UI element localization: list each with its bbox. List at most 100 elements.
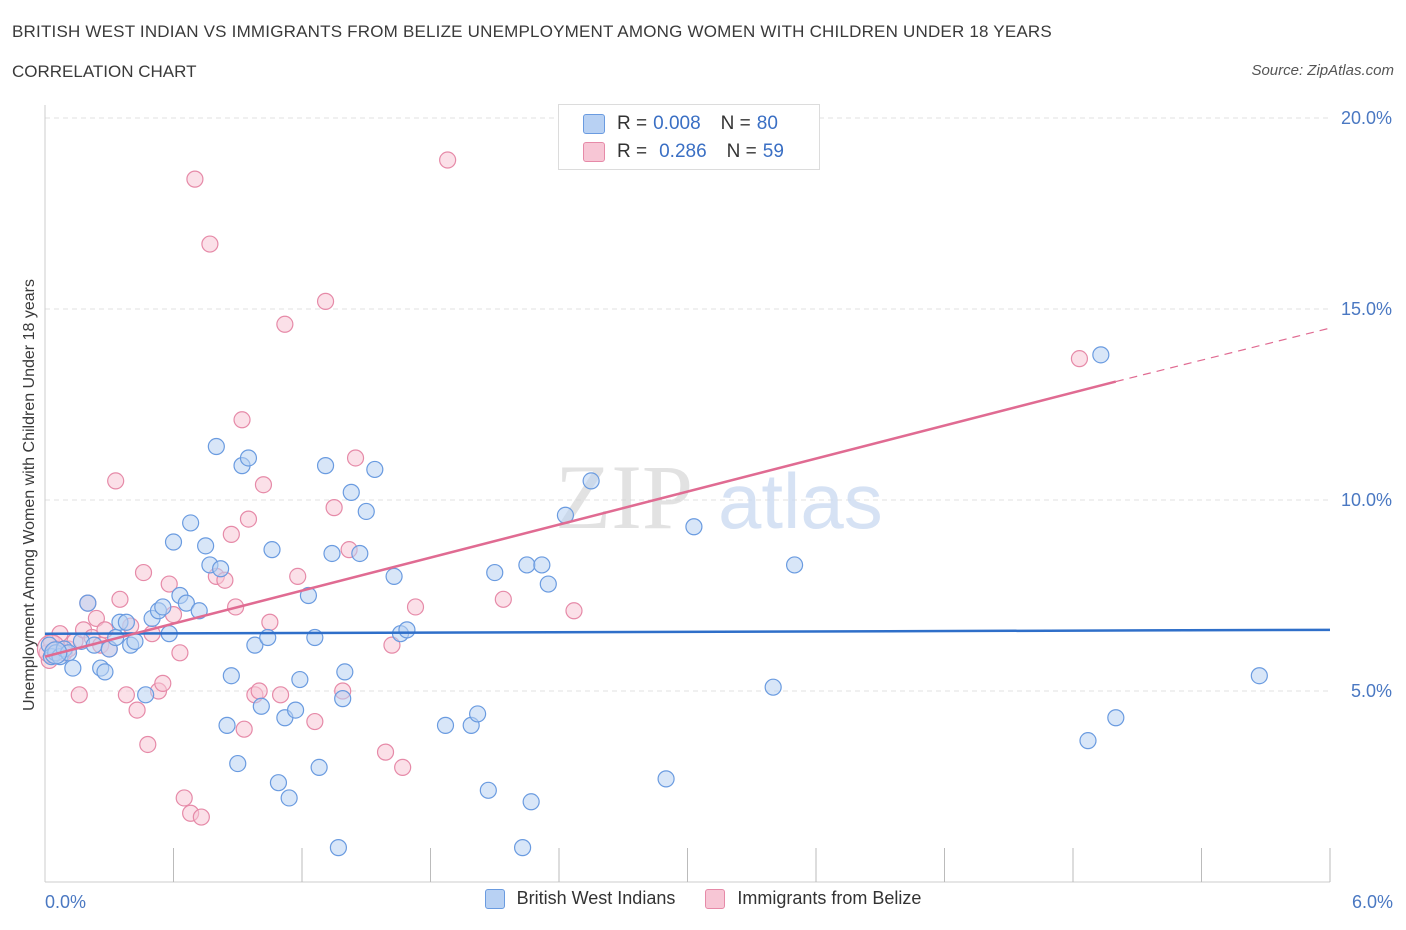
bwi-point bbox=[1250, 667, 1268, 685]
bwi-point bbox=[764, 678, 782, 696]
bwi-point bbox=[164, 533, 183, 551]
legend-n-value-bwi: 80 bbox=[756, 113, 778, 134]
legend-n-label: N = bbox=[720, 113, 751, 134]
belize-point bbox=[235, 720, 253, 738]
series-legend-swatch-belize bbox=[705, 888, 726, 909]
source-label: Source: ZipAtlas.com bbox=[1251, 62, 1394, 79]
belize-point bbox=[87, 609, 106, 628]
bwi-point bbox=[96, 663, 114, 681]
belize-point bbox=[325, 499, 343, 517]
belize-point bbox=[383, 636, 401, 654]
legend-n-value-belize: 59 bbox=[762, 141, 784, 162]
belize-point bbox=[192, 808, 210, 826]
bwi-point bbox=[197, 537, 215, 555]
bwi-point bbox=[246, 636, 264, 654]
bwi-point bbox=[280, 789, 298, 807]
bwi-point bbox=[252, 697, 270, 715]
belize-point bbox=[276, 315, 294, 333]
y-tick-label: 20.0% bbox=[1341, 108, 1392, 128]
bwi-point bbox=[239, 449, 258, 467]
bwi-point bbox=[154, 598, 172, 616]
belize-point bbox=[201, 235, 219, 253]
bwi-point bbox=[269, 774, 288, 792]
legend-swatch-belize bbox=[583, 142, 605, 162]
bwi-point bbox=[222, 667, 240, 685]
legend-r-value-belize: 0.286 bbox=[659, 141, 707, 162]
bwi-point bbox=[137, 686, 155, 704]
bwi-point bbox=[177, 594, 195, 612]
bwi-trend-line bbox=[44, 628, 1331, 635]
belize-point bbox=[306, 712, 324, 731]
series-legend: British West Indians Immigrants from Bel… bbox=[0, 888, 1406, 909]
bwi-point bbox=[329, 839, 348, 857]
bwi-point bbox=[479, 781, 497, 799]
trend-lines bbox=[44, 327, 1331, 658]
bwi-point bbox=[310, 758, 328, 777]
bwi-point bbox=[291, 670, 309, 689]
belize-point bbox=[171, 644, 189, 662]
belize-point bbox=[316, 292, 335, 310]
belize-point bbox=[1070, 350, 1089, 368]
tick-labels: 5.0% 10.0% 15.0% 20.0% 0.0% 6.0% bbox=[45, 108, 1393, 912]
bwi-point bbox=[533, 556, 551, 574]
bwi-point bbox=[218, 716, 236, 734]
series-legend-swatch-bwi bbox=[484, 888, 505, 909]
belize-point bbox=[439, 151, 457, 169]
bwi-point bbox=[342, 483, 360, 501]
chart-title: BRITISH WEST INDIAN VS IMMIGRANTS FROM B… bbox=[12, 22, 1052, 41]
bwi-point bbox=[785, 556, 804, 574]
watermark-zip: ZIP bbox=[555, 446, 693, 548]
belize-point bbox=[154, 674, 172, 692]
bwi-point bbox=[117, 613, 135, 631]
belize-point bbox=[134, 563, 153, 582]
bwi-point bbox=[286, 701, 305, 719]
bwi-points bbox=[40, 346, 1268, 857]
bwi-point bbox=[657, 770, 675, 788]
correlation-legend: R = 0.008 N = 80 R = 0.286 N = 59 bbox=[558, 104, 820, 170]
belize-point bbox=[346, 449, 365, 467]
bwi-point bbox=[64, 659, 82, 677]
bwi-point bbox=[522, 793, 540, 811]
bwi-point bbox=[436, 716, 455, 734]
legend-n-label: N = bbox=[726, 141, 757, 162]
x-tick-label-min: 0.0% bbox=[45, 892, 86, 912]
belize-point bbox=[175, 789, 193, 807]
belize-point bbox=[271, 686, 290, 704]
bwi-point bbox=[539, 575, 557, 593]
belize-point bbox=[406, 598, 425, 616]
bwi-point bbox=[212, 560, 230, 578]
bwi-point bbox=[323, 544, 341, 563]
bwi-point bbox=[263, 541, 281, 559]
bwi-point bbox=[582, 472, 600, 490]
bwi-point bbox=[1079, 732, 1097, 750]
legend-r-value-bwi: 0.008 bbox=[653, 113, 701, 134]
belize-point bbox=[139, 735, 157, 754]
chart-subtitle: CORRELATION CHART bbox=[12, 62, 197, 81]
bwi-point bbox=[357, 502, 375, 521]
bwi-point bbox=[469, 705, 487, 723]
y-tick-label: 10.0% bbox=[1341, 490, 1392, 510]
belize-point bbox=[70, 686, 88, 704]
watermark: ZIP atlas bbox=[555, 446, 883, 548]
bwi-point bbox=[334, 690, 352, 708]
belize-trend-line bbox=[44, 380, 1117, 658]
belize-point bbox=[289, 567, 307, 586]
bwi-point bbox=[1107, 709, 1125, 727]
axes bbox=[44, 105, 1331, 883]
belize-point bbox=[494, 590, 512, 608]
bwi-point bbox=[685, 518, 703, 536]
bwi-point bbox=[513, 839, 532, 857]
belize-point bbox=[394, 758, 412, 777]
legend-swatch-bwi bbox=[583, 114, 605, 134]
belize-point bbox=[128, 701, 146, 719]
belize-point bbox=[160, 575, 178, 593]
series-legend-belize: Immigrants from Belize bbox=[705, 888, 921, 909]
series-legend-label-bwi: British West Indians bbox=[516, 888, 676, 908]
bwi-point bbox=[316, 457, 335, 475]
belize-point bbox=[222, 525, 240, 543]
bwi-point bbox=[1092, 346, 1110, 364]
belize-point bbox=[261, 613, 279, 631]
bwi-point bbox=[229, 754, 247, 773]
belize-point bbox=[254, 476, 273, 494]
belize-point bbox=[233, 411, 251, 429]
